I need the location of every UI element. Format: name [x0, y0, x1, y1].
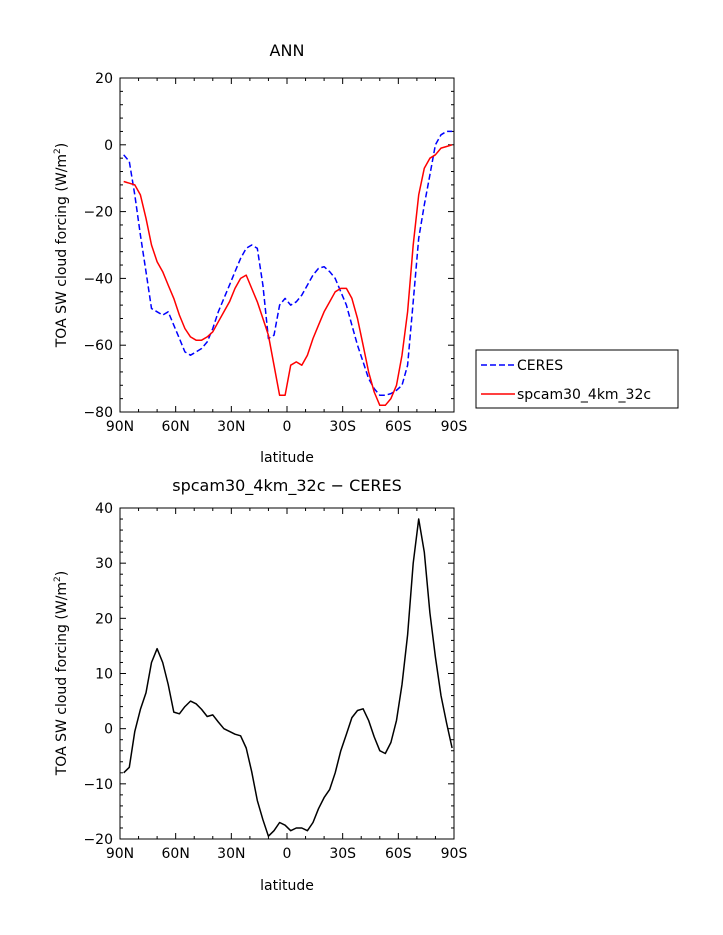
top-y-tick-label: −80 [83, 405, 113, 421]
bottom-x-tick-label: 0 [283, 846, 292, 862]
legend: CERES spcam30_4km_32c [475, 349, 679, 409]
top-y-axis-label-text: TOA SW cloud forcing (W/m [54, 154, 70, 348]
bottom-series-lines [123, 518, 453, 837]
top-x-tick-label: 90N [106, 419, 134, 435]
top-x-tick-label: 30S [329, 419, 356, 435]
top-y-axis-label-sup: 2 [53, 148, 63, 154]
legend-label-spcam: spcam30_4km_32c [517, 387, 651, 403]
top-x-tick-label: 90S [441, 419, 468, 435]
top-axes: 90N 60N 30N 0 30S 60S 90S 20 0 −20 −40 −60 −80 [83, 71, 467, 435]
top-x-tick-label: 60N [162, 419, 190, 435]
top-y-axis-label-close: ) [54, 143, 70, 148]
bottom-y-tick-label: 0 [104, 722, 113, 738]
top-x-tick-label: 0 [283, 419, 292, 435]
bottom-panel: spcam30_4km_32c − CERES 90N 60N 30N 0 30S 60S… [53, 476, 467, 894]
top-panel: ANN 90N 60N 30N 0 30S 60S 90S 20 0 −20 −40 −60 −80 l… [53, 41, 467, 466]
bottom-y-tick-label: 20 [95, 611, 113, 627]
bottom-x-tick-label: 90S [441, 846, 468, 862]
bottom-y-axis-label-close: ) [54, 571, 70, 576]
top-series-lines [123, 130, 453, 407]
top-y-axis-label: TOA SW cloud forcing (W/m2) [53, 143, 70, 349]
bottom-series-line-0 [123, 518, 453, 837]
top-x-tick-label: 60S [385, 419, 412, 435]
bottom-chart-title: spcam30_4km_32c − CERES [172, 476, 401, 496]
bottom-y-tick-label: 30 [95, 556, 113, 572]
bottom-x-axis-label: latitude [260, 878, 314, 894]
bottom-y-tick-label: −20 [83, 832, 113, 848]
bottom-y-axis-label-text: TOA SW cloud forcing (W/m [54, 582, 70, 776]
top-y-tick-label: −20 [83, 205, 113, 221]
bottom-x-tick-label: 90N [106, 846, 134, 862]
bottom-x-tick-label: 60N [162, 846, 190, 862]
bottom-x-tick-label: 30S [329, 846, 356, 862]
bottom-y-tick-label: −10 [83, 777, 113, 793]
bottom-y-tick-label: 40 [95, 501, 113, 517]
legend-box [475, 349, 679, 409]
top-chart-title: ANN [270, 41, 305, 60]
top-series-line-spcam30-4km-32c [123, 144, 453, 407]
top-x-tick-label: 30N [217, 419, 245, 435]
top-x-axis-label: latitude [260, 450, 314, 466]
bottom-y-axis-label-sup: 2 [53, 576, 63, 582]
bottom-y-axis-label: TOA SW cloud forcing (W/m2) [53, 571, 70, 777]
bottom-x-tick-label: 60S [385, 846, 412, 862]
top-plot-frame [119, 77, 455, 413]
bottom-y-tick-label: 10 [95, 667, 113, 683]
top-y-tick-label: −40 [83, 271, 113, 287]
top-series-line-ceres [123, 130, 453, 397]
bottom-x-tick-label: 30N [217, 846, 245, 862]
top-y-tick-label: 20 [95, 71, 113, 87]
bottom-axes: 90N 60N 30N 0 30S 60S 90S 40 30 20 10 0 −10 −20 [83, 501, 467, 862]
top-y-tick-label: 0 [104, 138, 113, 154]
legend-label-ceres: CERES [517, 358, 563, 374]
top-y-tick-label: −60 [83, 338, 113, 354]
